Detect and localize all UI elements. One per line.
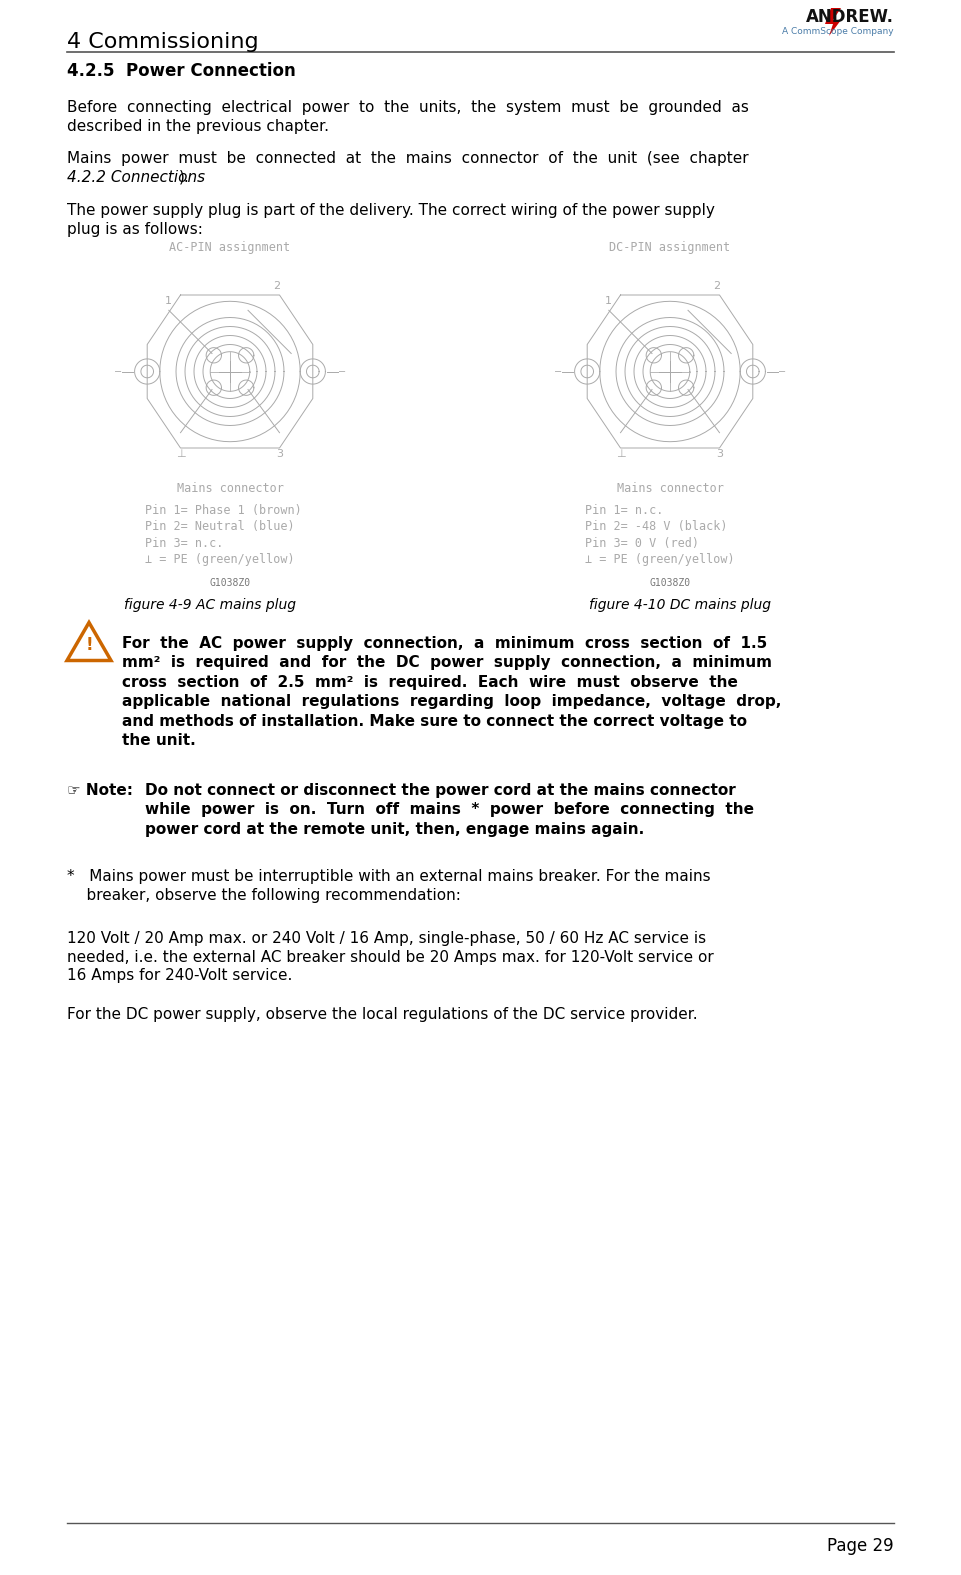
- Text: ⊥: ⊥: [176, 449, 185, 460]
- Text: G1038Z0: G1038Z0: [650, 578, 691, 587]
- Text: 120 Volt / 20 Amp max. or 240 Volt / 16 Amp, single-phase, 50 / 60 Hz AC service: 120 Volt / 20 Amp max. or 240 Volt / 16 …: [67, 931, 706, 947]
- Text: 2: 2: [273, 280, 281, 291]
- Text: ).: ).: [179, 170, 189, 184]
- Text: and methods of installation. Make sure to connect the correct voltage to: and methods of installation. Make sure t…: [122, 713, 747, 729]
- Text: Pin 1= Phase 1 (brown): Pin 1= Phase 1 (brown): [145, 504, 302, 517]
- Text: DC-PIN assignment: DC-PIN assignment: [609, 241, 730, 254]
- Text: ⊥: ⊥: [616, 449, 626, 460]
- Text: breaker, observe the following recommendation:: breaker, observe the following recommend…: [67, 887, 461, 902]
- Text: power cord at the remote unit, then, engage mains again.: power cord at the remote unit, then, eng…: [145, 822, 644, 836]
- Text: cross  section  of  2.5  mm²  is  required.  Each  wire  must  observe  the: cross section of 2.5 mm² is required. Ea…: [122, 674, 738, 690]
- Text: ⊥ = PE (green/yellow): ⊥ = PE (green/yellow): [145, 553, 295, 565]
- Text: ANDREW.: ANDREW.: [806, 8, 894, 27]
- Text: while  power  is  on.  Turn  off  mains  *  power  before  connecting  the: while power is on. Turn off mains * powe…: [145, 802, 754, 817]
- Text: Mains  power  must  be  connected  at  the  mains  connector  of  the  unit  (se: Mains power must be connected at the mai…: [67, 151, 749, 167]
- Text: −: −: [554, 367, 562, 376]
- Text: −: −: [114, 367, 122, 376]
- Text: ☞ Note:: ☞ Note:: [67, 783, 133, 797]
- Text: Mains connector: Mains connector: [617, 482, 724, 495]
- Text: 4.2.5  Power Connection: 4.2.5 Power Connection: [67, 61, 296, 80]
- Text: described in the previous chapter.: described in the previous chapter.: [67, 118, 329, 134]
- Text: applicable  national  regulations  regarding  loop  impedance,  voltage  drop,: applicable national regulations regardin…: [122, 695, 781, 709]
- Text: For the DC power supply, observe the local regulations of the DC service provide: For the DC power supply, observe the loc…: [67, 1006, 698, 1022]
- Text: Page 29: Page 29: [827, 1537, 894, 1555]
- Text: ⊥ = PE (green/yellow): ⊥ = PE (green/yellow): [585, 553, 734, 565]
- Text: 1: 1: [165, 296, 172, 306]
- Text: −: −: [777, 367, 786, 376]
- Text: the unit.: the unit.: [122, 732, 196, 748]
- Text: Pin 3= n.c.: Pin 3= n.c.: [145, 537, 223, 550]
- Text: needed, i.e. the external AC breaker should be 20 Amps max. for 120-Volt service: needed, i.e. the external AC breaker sho…: [67, 950, 714, 964]
- Text: 2: 2: [713, 280, 721, 291]
- Text: figure 4-9 AC mains plug: figure 4-9 AC mains plug: [124, 597, 296, 611]
- Text: 16 Amps for 240-Volt service.: 16 Amps for 240-Volt service.: [67, 969, 292, 983]
- Text: The power supply plug is part of the delivery. The correct wiring of the power s: The power supply plug is part of the del…: [67, 203, 715, 217]
- Text: Before  connecting  electrical  power  to  the  units,  the  system  must  be  g: Before connecting electrical power to th…: [67, 99, 749, 115]
- Text: AC-PIN assignment: AC-PIN assignment: [169, 241, 290, 254]
- Text: Pin 2= Neutral (blue): Pin 2= Neutral (blue): [145, 520, 295, 532]
- Text: *   Mains power must be interruptible with an external mains breaker. For the ma: * Mains power must be interruptible with…: [67, 869, 710, 884]
- Text: G1038Z0: G1038Z0: [209, 578, 251, 587]
- Text: −: −: [337, 367, 346, 376]
- Text: figure 4-10 DC mains plug: figure 4-10 DC mains plug: [589, 597, 771, 611]
- Text: 4.2.2 Connections: 4.2.2 Connections: [67, 170, 205, 184]
- Text: plug is as follows:: plug is as follows:: [67, 222, 203, 236]
- Text: Pin 1= n.c.: Pin 1= n.c.: [585, 504, 663, 517]
- Text: A CommScope Company: A CommScope Company: [782, 27, 894, 36]
- Text: Do not connect or disconnect the power cord at the mains connector: Do not connect or disconnect the power c…: [145, 783, 736, 797]
- Text: For  the  AC  power  supply  connection,  a  minimum  cross  section  of  1.5: For the AC power supply connection, a mi…: [122, 635, 767, 650]
- Text: 4 Commissioning: 4 Commissioning: [67, 32, 259, 52]
- Text: Mains connector: Mains connector: [177, 482, 283, 495]
- Text: 3: 3: [716, 449, 723, 460]
- Text: 1: 1: [605, 296, 612, 306]
- Text: Pin 2= -48 V (black): Pin 2= -48 V (black): [585, 520, 727, 532]
- Text: mm²  is  required  and  for  the  DC  power  supply  connection,  a  minimum: mm² is required and for the DC power sup…: [122, 655, 772, 669]
- Text: !: !: [86, 635, 93, 654]
- Text: Pin 3= 0 V (red): Pin 3= 0 V (red): [585, 537, 699, 550]
- Polygon shape: [825, 8, 841, 36]
- Text: 3: 3: [276, 449, 283, 460]
